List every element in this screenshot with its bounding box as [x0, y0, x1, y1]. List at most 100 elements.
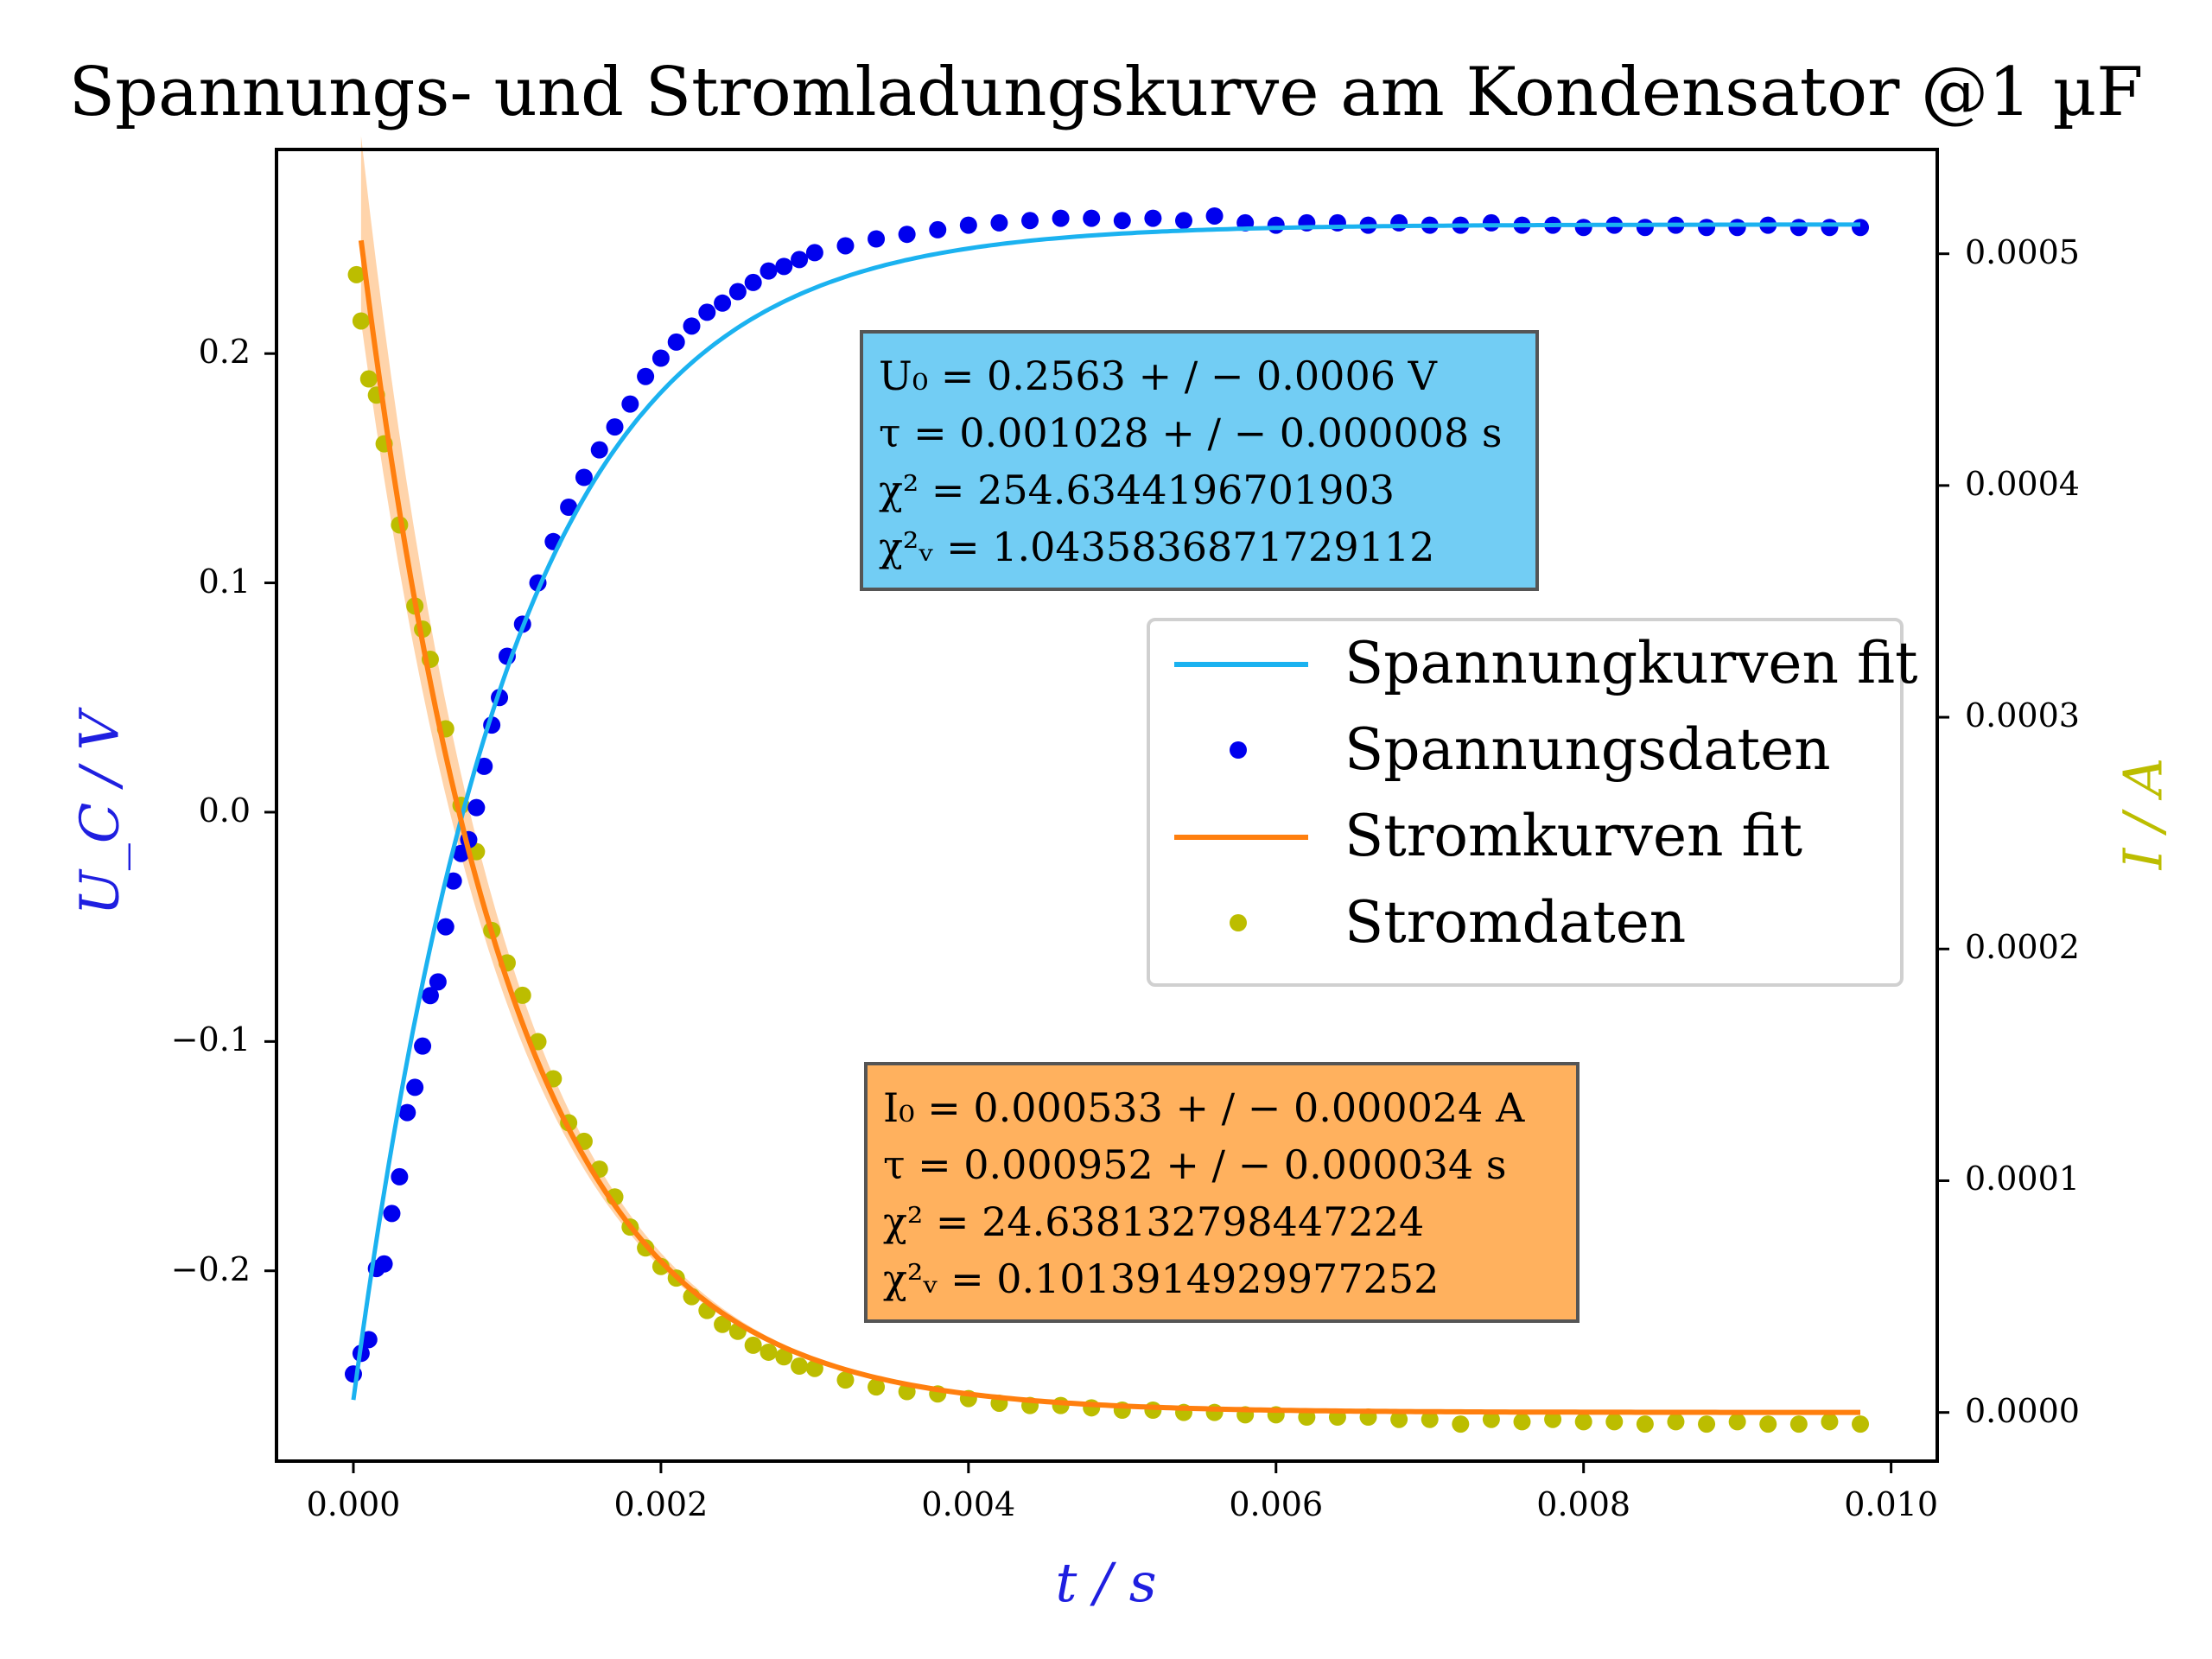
legend-item-current-data: Stromdaten	[1150, 880, 1900, 967]
voltage-data-point	[398, 1103, 416, 1122]
voltage-data-point	[760, 262, 778, 280]
current-data-point	[1452, 1415, 1470, 1433]
current-data-point	[347, 265, 365, 283]
voltage-data-point	[621, 395, 639, 413]
y-right-tick-label: 0.0000	[1965, 1391, 2080, 1430]
voltage-data-point	[728, 283, 747, 301]
voltage-data-point	[1390, 213, 1408, 232]
legend-swatch-current-data	[1230, 914, 1247, 931]
legend-item-current-fit: Stromkurven fit	[1150, 794, 1900, 880]
x-tick-label: 0.006	[1229, 1485, 1324, 1523]
voltage-data-point	[1821, 219, 1839, 237]
voltage-data-point	[1174, 212, 1192, 230]
x-tick-label: 0.008	[1536, 1485, 1631, 1523]
voltage-fit-line	[351, 222, 1860, 1401]
x-tick-label: 0.000	[306, 1485, 401, 1523]
voltage-data-point	[429, 973, 447, 991]
voltage-data-point	[775, 257, 793, 276]
voltage-data-point	[1574, 219, 1592, 237]
current-data-point	[744, 1336, 762, 1354]
y-left-tick-label: 0.1	[198, 562, 251, 601]
x-tick-label: 0.002	[613, 1485, 709, 1523]
ticks-layer	[264, 252, 1949, 1473]
voltage-fit-chi2: χ² = 254.6344196701903	[879, 467, 1395, 513]
voltage-data-point	[406, 1078, 424, 1096]
current-data-point	[1574, 1413, 1592, 1431]
voltage-data-point	[421, 987, 439, 1005]
legend-label-current-data: Stromdaten	[1344, 889, 1687, 956]
voltage-data-point	[436, 918, 454, 936]
voltage-data-point	[1789, 219, 1808, 237]
current-fit-tau: τ = 0.000952 + / − 0.000034 s	[883, 1141, 1507, 1188]
voltage-data-point	[959, 216, 977, 234]
voltage-fit-box: U₀ = 0.2563 + / − 0.0006 V τ = 0.001028 …	[860, 330, 1539, 591]
y-left-tick-label: −0.1	[170, 1020, 251, 1059]
voltage-data-point	[1482, 213, 1500, 232]
voltage-data-point	[1636, 219, 1654, 237]
current-fit-i0: I₀ = 0.000533 + / − 0.000024 A	[883, 1084, 1525, 1131]
voltage-data-point	[667, 333, 685, 351]
voltage-data-point	[1113, 212, 1131, 230]
page-title: Spannungs- und Stromladungskurve am Kond…	[68, 54, 2144, 131]
current-data-point	[1544, 1410, 1562, 1428]
current-data-point	[1821, 1413, 1839, 1431]
voltage-data-point	[637, 367, 655, 385]
current-data-point	[1852, 1415, 1870, 1433]
current-data-point	[1728, 1413, 1746, 1431]
legend-swatch-voltage-fit	[1174, 662, 1308, 667]
y-right-tick-label: 0.0001	[1965, 1160, 2080, 1198]
voltage-data-point	[1052, 209, 1070, 227]
plot-frame	[275, 148, 1939, 1463]
current-data-point	[791, 1357, 809, 1376]
current-data-point	[1636, 1415, 1654, 1433]
current-data-point	[1789, 1415, 1808, 1433]
current-data-point	[1667, 1413, 1685, 1431]
voltage-data-point	[1267, 216, 1285, 234]
current-fit-chi2: χ² = 24.638132798447224	[883, 1198, 1425, 1245]
legend-label-current-fit: Stromkurven fit	[1344, 803, 1803, 869]
voltage-data-point	[444, 872, 462, 890]
voltage-fit-chi2-reduced: χ²ᵥ = 1.0435836871729112	[879, 524, 1435, 570]
voltage-fit-tau: τ = 0.001028 + / − 0.000008 s	[879, 410, 1503, 456]
voltage-data-point	[375, 1255, 393, 1273]
voltage-data-point	[652, 349, 670, 367]
current-data-point	[1605, 1413, 1624, 1431]
voltage-data-point	[1852, 219, 1870, 237]
voltage-data-point	[452, 844, 470, 862]
voltage-data-point	[990, 213, 1008, 232]
voltage-data-point	[805, 244, 823, 262]
legend-item-voltage-fit: Spannungkurven fit	[1150, 621, 1918, 708]
voltage-fit-u0: U₀ = 0.2563 + / − 0.0006 V	[879, 353, 1437, 399]
current-data-point	[805, 1359, 823, 1377]
current-data-point	[352, 312, 370, 330]
plot-layer	[344, 136, 1870, 1433]
voltage-data-point	[1021, 212, 1039, 230]
y-right-tick-label: 0.0003	[1965, 696, 2080, 735]
voltage-data-point	[575, 468, 593, 486]
y-left-tick-label: 0.0	[198, 791, 251, 830]
current-data-point	[760, 1343, 778, 1361]
y-right-tick-label: 0.0005	[1965, 232, 2080, 271]
voltage-data-point	[714, 294, 732, 312]
voltage-data-point	[590, 441, 608, 459]
voltage-data-point	[1728, 219, 1746, 237]
y-left-tick-label: −0.2	[170, 1249, 251, 1288]
current-data-point	[836, 1371, 855, 1389]
voltage-data-point	[1205, 207, 1224, 225]
current-data-point	[359, 370, 378, 388]
voltage-data-point	[929, 220, 947, 238]
legend-swatch-voltage-data	[1230, 741, 1247, 759]
current-data-point	[1698, 1415, 1716, 1433]
current-data-point	[1759, 1415, 1777, 1433]
y-right-tick-label: 0.0002	[1965, 928, 2080, 967]
x-tick-label: 0.004	[921, 1485, 1016, 1523]
y-left-tick-label: 0.2	[198, 333, 251, 372]
x-axis-label: t / s	[1055, 1551, 1157, 1614]
voltage-data-point	[683, 317, 701, 335]
current-data-point	[1421, 1410, 1439, 1428]
current-data-point	[868, 1378, 886, 1396]
voltage-data-point	[791, 251, 809, 269]
current-data-point	[714, 1315, 732, 1333]
current-data-point	[1144, 1401, 1162, 1419]
